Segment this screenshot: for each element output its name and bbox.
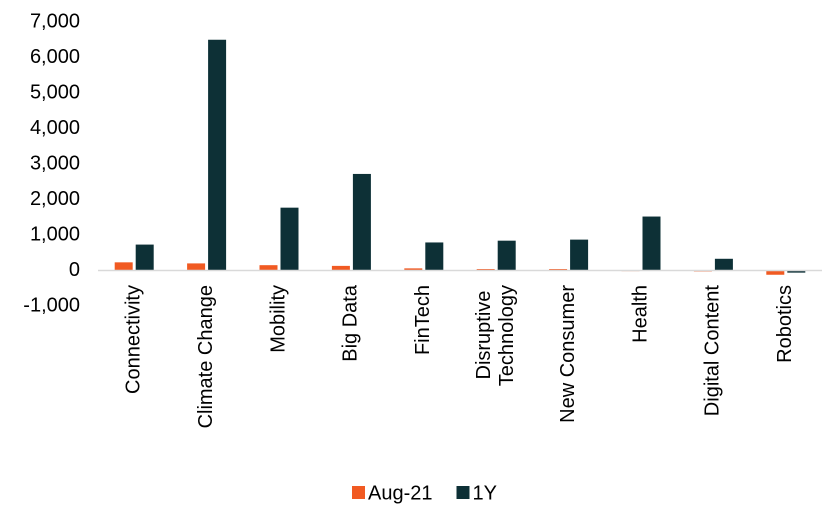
bar [766, 270, 785, 275]
legend-swatch [352, 486, 365, 499]
y-tick-label: 2,000 [30, 188, 80, 210]
y-tick-label: 5,000 [30, 81, 80, 103]
y-tick-label: 1,000 [30, 223, 80, 245]
bar [135, 244, 154, 271]
bar [570, 239, 589, 271]
bar [425, 242, 444, 271]
x-tick-label: Digital Content [702, 285, 724, 417]
x-tick-label: Connectivity [122, 285, 144, 394]
x-tick-label: Health [629, 285, 651, 343]
y-tick-label: -1,000 [23, 294, 80, 316]
y-tick-label: 7,000 [30, 10, 80, 32]
bar [259, 265, 278, 271]
bar [352, 173, 371, 271]
label-line: Disruptive [473, 285, 495, 379]
y-tick-label: 6,000 [30, 46, 80, 68]
y-tick-label: 3,000 [30, 152, 80, 174]
bar [187, 263, 206, 271]
x-tick-label: Disruptive Technology [473, 285, 518, 386]
x-tick-label: New Consumer [557, 285, 579, 423]
bar [331, 265, 350, 271]
x-tick-label: Robotics [774, 285, 796, 363]
y-tick-label: 0 [69, 259, 80, 281]
legend-label: Aug-21 [368, 482, 433, 504]
bar [787, 270, 806, 273]
bar [114, 262, 133, 271]
bar [497, 240, 516, 271]
y-tick-label: 4,000 [30, 117, 80, 139]
x-tick-label: Mobility [267, 285, 289, 353]
bar [714, 258, 733, 271]
bar [404, 268, 423, 271]
legend-swatch [456, 486, 470, 499]
x-tick-label: FinTech [412, 285, 434, 355]
bar [280, 207, 299, 271]
x-tick-label: Big Data [340, 284, 362, 362]
x-tick-label: Climate Change [195, 285, 217, 428]
legend-label: 1Y [473, 482, 497, 504]
bar [208, 39, 227, 271]
bar [642, 216, 661, 271]
label-line: Technology [496, 285, 518, 386]
